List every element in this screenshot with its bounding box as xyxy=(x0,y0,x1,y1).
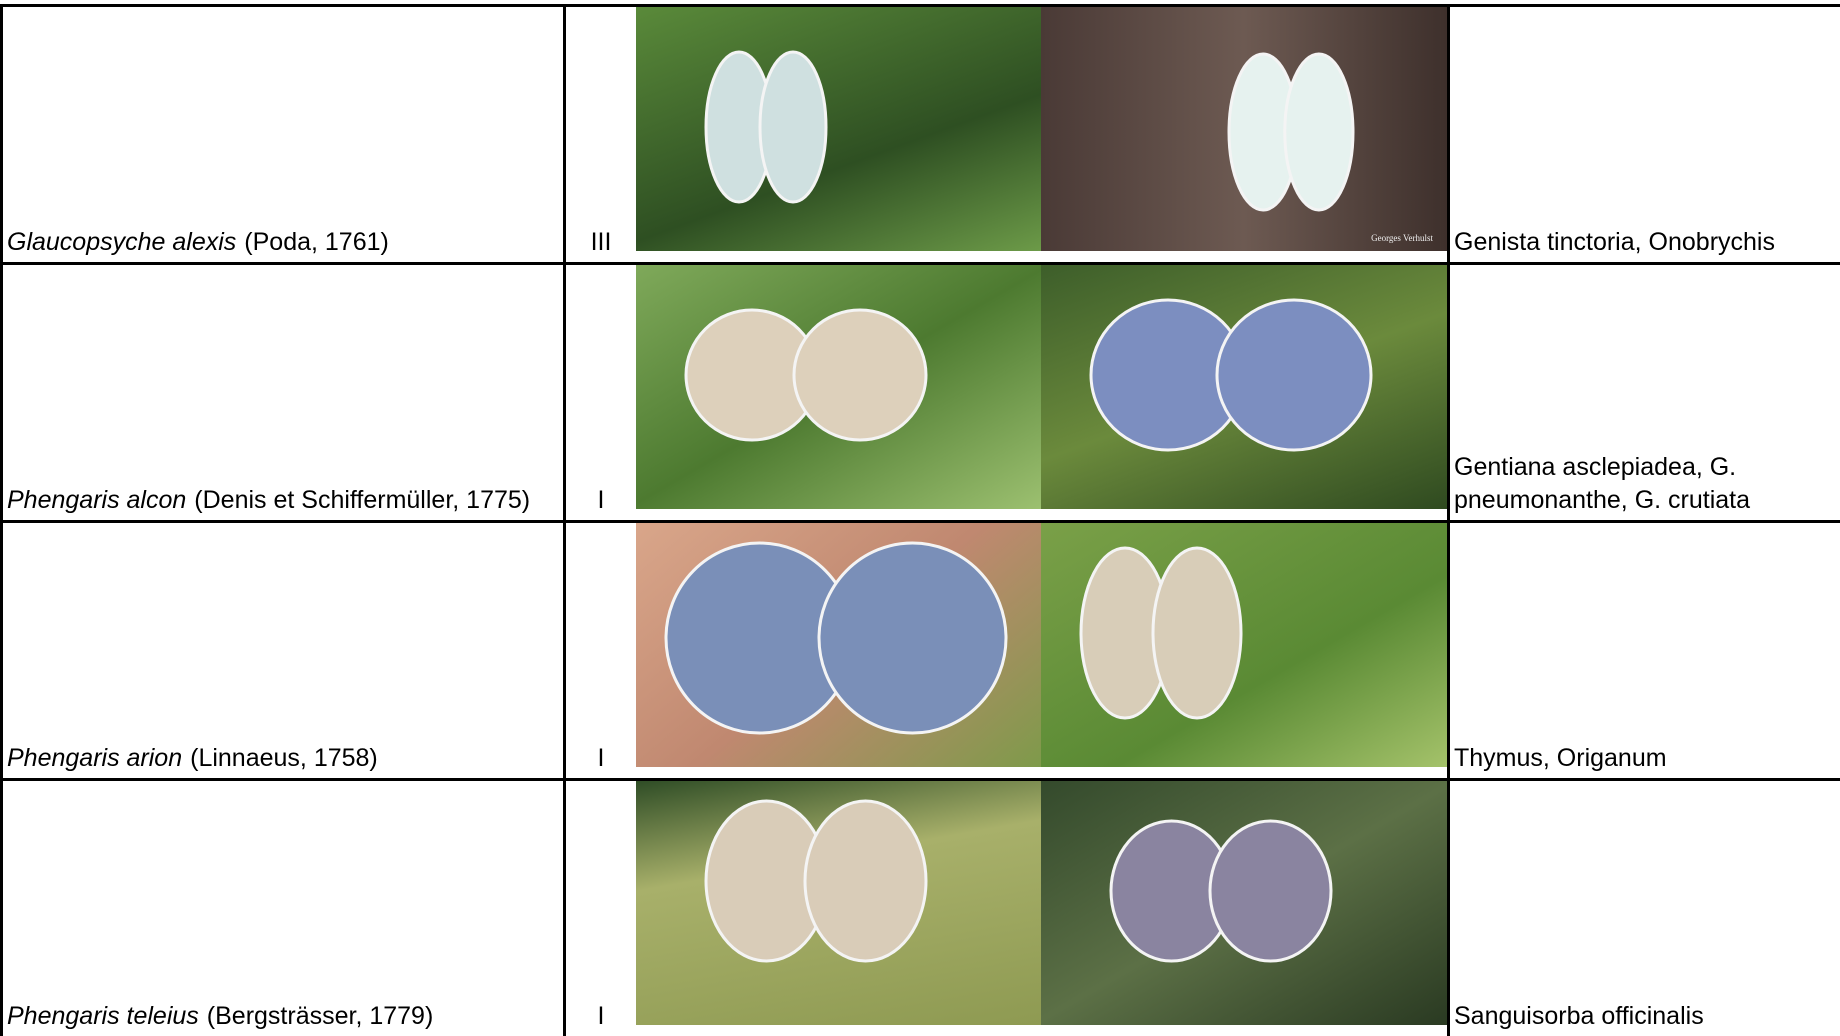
butterfly-illustration xyxy=(664,541,1008,735)
category-cell: III xyxy=(563,7,636,262)
category-cell: I xyxy=(563,523,636,778)
butterfly-illustration xyxy=(704,50,828,204)
table-row: Phengaris alcon (Denis et Schiffermüller,… xyxy=(0,262,1840,520)
photo xyxy=(636,7,1041,251)
photo-cell xyxy=(636,7,1041,262)
photo xyxy=(636,523,1041,767)
table-row: Phengaris arion (Linnaeus, 1758) I Thymus, … xyxy=(0,520,1840,778)
host-plants-cell: Thymus, Origanum xyxy=(1447,523,1840,778)
photo: Georges Verhulst xyxy=(1041,7,1447,251)
species-name: Glaucopsyche alexis xyxy=(7,227,237,256)
photo-cell xyxy=(1041,523,1447,778)
butterfly-illustration xyxy=(1227,52,1355,212)
host-plants-cell: Sanguisorba officinalis xyxy=(1447,781,1840,1036)
photo-cell xyxy=(636,523,1041,778)
species-name: Phengaris alcon xyxy=(7,485,187,514)
wing xyxy=(1151,546,1243,720)
species-text: Phengaris arion (Linnaeus, 1758) xyxy=(7,742,378,775)
species-table: Glaucopsyche alexis (Poda, 1761) III George… xyxy=(0,4,1840,1036)
butterfly-illustration xyxy=(704,799,928,963)
butterfly-illustration xyxy=(684,308,928,442)
photo-cell xyxy=(1041,781,1447,1036)
species-cell: Phengaris alcon (Denis et Schiffermüller,… xyxy=(0,265,563,520)
photo xyxy=(1041,523,1447,767)
wing xyxy=(817,541,1008,735)
table-row: Glaucopsyche alexis (Poda, 1761) III George… xyxy=(0,4,1840,262)
wing xyxy=(1208,819,1333,963)
photo-cell xyxy=(636,781,1041,1036)
category-cell: I xyxy=(563,781,636,1036)
butterfly-illustration xyxy=(1079,546,1243,720)
photo xyxy=(636,781,1041,1025)
species-cell: Phengaris arion (Linnaeus, 1758) xyxy=(0,523,563,778)
photo xyxy=(1041,781,1447,1025)
species-text: Phengaris alcon (Denis et Schiffermüller,… xyxy=(7,484,530,517)
species-cell: Phengaris teleius (Bergsträsser, 1779) xyxy=(0,781,563,1036)
species-text: Glaucopsyche alexis (Poda, 1761) xyxy=(7,226,389,259)
photo-cell xyxy=(1041,265,1447,520)
species-name: Phengaris arion xyxy=(7,743,183,772)
wing xyxy=(803,799,928,963)
host-plants-cell: Genista tinctoria, Onobrychis xyxy=(1447,7,1840,262)
photo-credit: Georges Verhulst xyxy=(1371,233,1433,244)
species-author: (Bergsträsser, 1779) xyxy=(206,1001,434,1030)
wing xyxy=(792,308,928,442)
photo xyxy=(636,265,1041,509)
wing xyxy=(1215,298,1373,452)
species-cell: Glaucopsyche alexis (Poda, 1761) xyxy=(0,7,563,262)
butterfly-illustration xyxy=(1089,298,1373,452)
photo-cell: Georges Verhulst xyxy=(1041,7,1447,262)
species-author: (Denis et Schiffermüller, 1775) xyxy=(194,485,531,514)
category-cell: I xyxy=(563,265,636,520)
species-author: (Linnaeus, 1758) xyxy=(190,743,378,772)
wing xyxy=(1283,52,1355,212)
host-plants-cell: Gentiana asclepiadea, G. pneumonanthe, G… xyxy=(1447,265,1840,520)
species-name: Phengaris teleius xyxy=(7,1001,199,1030)
wing xyxy=(758,50,828,204)
photo-cell xyxy=(636,265,1041,520)
species-text: Phengaris teleius (Bergsträsser, 1779) xyxy=(7,1000,433,1033)
photo xyxy=(1041,265,1447,509)
butterfly-illustration xyxy=(1109,819,1333,963)
table-row: Phengaris teleius (Bergsträsser, 1779) I Sa… xyxy=(0,778,1840,1036)
species-author: (Poda, 1761) xyxy=(244,227,389,256)
